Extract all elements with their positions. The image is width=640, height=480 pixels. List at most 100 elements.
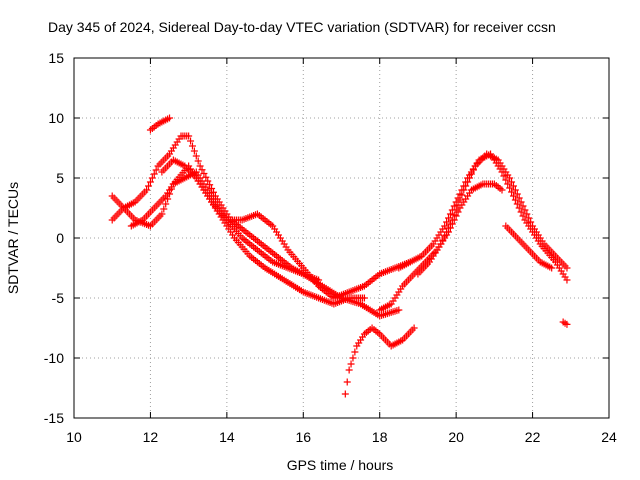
data-point <box>563 320 571 328</box>
series-trace-j <box>502 222 556 272</box>
y-tick-label: 5 <box>56 170 64 186</box>
data-point <box>341 390 349 398</box>
y-tick-label: 15 <box>48 50 64 66</box>
data-point <box>146 178 154 186</box>
data-point <box>563 276 571 284</box>
data-point <box>517 198 525 206</box>
x-tick-label: 24 <box>601 429 617 445</box>
grid <box>74 58 609 418</box>
data-point <box>162 200 170 208</box>
data-point <box>466 174 474 182</box>
data-point <box>521 206 529 214</box>
y-tick-label: 10 <box>48 110 64 126</box>
x-tick-label: 10 <box>66 429 82 445</box>
data-point <box>198 166 206 174</box>
y-tick-label: -5 <box>52 290 65 306</box>
plot-frame <box>73 57 610 419</box>
data-point <box>441 222 449 230</box>
data-point <box>498 186 506 194</box>
data-point <box>347 360 355 368</box>
data-point <box>527 218 535 226</box>
data-point <box>196 162 204 170</box>
axis-ticks: 10 12 14 16 18 20 22 24 -15 -10 -5 0 5 10 15 <box>44 50 617 445</box>
data-point <box>208 185 216 192</box>
data-point <box>456 196 464 204</box>
data-point <box>448 216 456 224</box>
data-point <box>563 264 571 272</box>
data-point <box>143 186 151 194</box>
data-point <box>509 182 517 190</box>
x-tick-label: 22 <box>525 429 541 445</box>
data-point <box>152 166 160 174</box>
data-point <box>190 147 198 155</box>
data-point <box>513 190 521 198</box>
data-point <box>458 191 466 199</box>
data-point <box>343 378 351 386</box>
data-point <box>506 174 514 182</box>
x-tick-label: 16 <box>295 429 311 445</box>
x-tick-label: 20 <box>448 429 464 445</box>
data-point <box>209 188 217 196</box>
data-point <box>467 170 475 178</box>
data-point <box>166 114 174 122</box>
series-trace-f <box>341 324 418 398</box>
series-trace-i <box>414 150 571 278</box>
data-point <box>519 202 527 210</box>
data-point <box>148 174 156 182</box>
data-point <box>452 206 460 214</box>
series-trace-d <box>146 114 174 134</box>
data-point <box>445 224 452 232</box>
data-point <box>506 184 514 192</box>
x-tick-label: 18 <box>372 429 388 445</box>
data-point <box>511 186 519 194</box>
data-point <box>185 132 193 140</box>
data-point <box>513 200 521 208</box>
x-axis-label: GPS time / hours <box>287 457 394 473</box>
data-point <box>464 178 472 186</box>
data-point <box>462 182 470 190</box>
y-tick-label: -15 <box>44 410 64 426</box>
x-tick-label: 14 <box>219 429 235 445</box>
data-point <box>509 192 517 200</box>
data-point <box>443 228 451 236</box>
data-point <box>446 210 454 218</box>
data-point <box>158 210 166 218</box>
data-point <box>443 218 451 226</box>
data-point <box>360 294 368 302</box>
series-trace-b <box>108 132 323 284</box>
series-trace-k <box>559 318 571 328</box>
data-point <box>206 181 214 189</box>
data-point <box>511 196 519 204</box>
data-point <box>445 214 452 222</box>
data-point <box>349 354 357 362</box>
data-point <box>200 170 208 177</box>
data-point <box>439 236 447 244</box>
data-point <box>188 142 196 150</box>
data-point <box>194 157 202 165</box>
data-point <box>500 172 508 180</box>
data-point <box>469 166 477 174</box>
x-tick-label: 12 <box>143 429 159 445</box>
data-point <box>446 220 454 228</box>
data-point <box>517 208 525 216</box>
data-point <box>150 170 158 178</box>
y-axis-label: SDTVAR / TECUs <box>5 182 21 294</box>
data-point <box>437 240 445 248</box>
data-point <box>202 173 210 181</box>
data-point <box>519 212 527 220</box>
data-point <box>515 204 523 212</box>
series-trace-e <box>158 156 414 302</box>
data-point <box>504 180 512 188</box>
data-point <box>351 348 359 356</box>
data-point <box>450 211 458 219</box>
data-point <box>145 182 153 190</box>
data-point <box>525 214 533 222</box>
data-point <box>508 188 516 196</box>
data-point <box>548 264 556 272</box>
data-points <box>108 114 571 398</box>
data-point <box>441 232 449 240</box>
data-point <box>515 194 523 202</box>
chart-title: Day 345 of 2024, Sidereal Day-to-day VTE… <box>48 19 556 35</box>
data-point <box>523 210 531 218</box>
